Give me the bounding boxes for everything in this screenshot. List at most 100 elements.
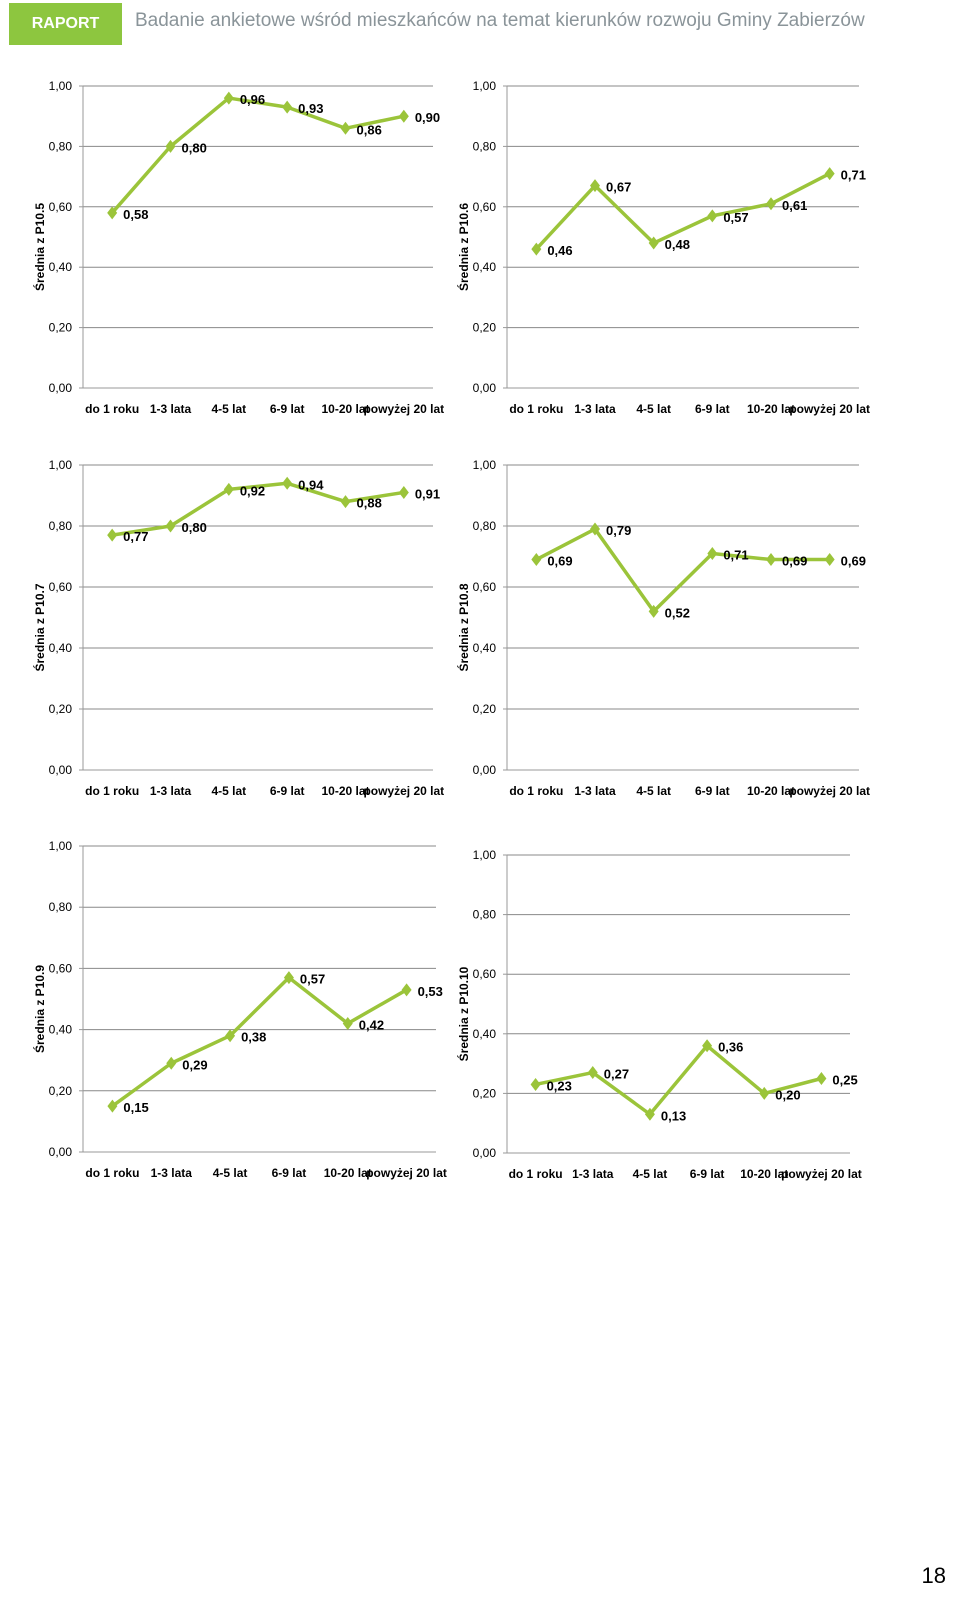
x-category-label: do 1 roku bbox=[85, 402, 139, 416]
y-tick-label: 0,80 bbox=[49, 519, 73, 533]
data-point bbox=[531, 242, 542, 256]
data-label: 0,94 bbox=[298, 477, 324, 492]
x-category-label: 10-20 lat bbox=[740, 1167, 788, 1181]
y-tick-label: 0,00 bbox=[473, 763, 497, 777]
y-tick-label: 1,00 bbox=[49, 458, 73, 472]
data-label: 0,38 bbox=[241, 1030, 266, 1045]
data-point bbox=[107, 1099, 118, 1113]
chart-svg: 0,00 0,20 0,40 0,60 0,80 1,00 do 1 roku 1-3 lat… bbox=[456, 79, 870, 416]
series-line bbox=[110, 96, 405, 214]
data-label: 0,77 bbox=[123, 529, 148, 544]
page-title: Badanie ankietowe wśród mieszkańców na t… bbox=[135, 10, 865, 31]
data-point bbox=[107, 206, 118, 220]
y-tick-label: 0,40 bbox=[49, 1023, 73, 1037]
y-tick-label: 0,20 bbox=[49, 702, 73, 716]
data-point bbox=[824, 167, 835, 181]
y-tick-label: 0,60 bbox=[473, 580, 497, 594]
x-category-label: powyżej 20 lat bbox=[363, 784, 444, 798]
x-category-label: powyżej 20 lat bbox=[363, 402, 444, 416]
data-label: 0,53 bbox=[418, 984, 443, 999]
y-tick-label: 1,00 bbox=[49, 79, 73, 93]
y-axis-title: Średnia z P10.8 bbox=[456, 583, 471, 671]
chart-svg: 0,00 0,20 0,40 0,60 0,80 1,00 do 1 roku 1-3 lat… bbox=[456, 458, 870, 798]
chart-p10-5: 0,00 0,20 0,40 0,60 0,80 1,00 do 1 roku 1-3 lat… bbox=[0, 70, 450, 435]
data-point bbox=[590, 179, 600, 193]
data-point bbox=[166, 1056, 177, 1070]
y-tick-label: 0,40 bbox=[49, 641, 73, 655]
x-category-label: 4-5 lat bbox=[636, 784, 671, 798]
chart-svg: 0,00 0,20 0,40 0,60 0,80 1,00 do 1 roku 1-3 lat… bbox=[456, 848, 862, 1181]
data-label: 0,69 bbox=[547, 554, 572, 569]
y-tick-label: 0,00 bbox=[49, 381, 73, 395]
data-point bbox=[282, 476, 293, 490]
y-tick-label: 0,40 bbox=[473, 1027, 497, 1041]
x-category-label: do 1 roku bbox=[85, 1166, 139, 1180]
x-category-label: 4-5 lat bbox=[636, 402, 671, 416]
data-point bbox=[342, 1016, 353, 1030]
x-category-label: 4-5 lat bbox=[211, 402, 246, 416]
x-category-label: 10-20 lat bbox=[324, 1166, 372, 1180]
page-number: 18 bbox=[921, 1563, 946, 1588]
x-category-label: 4-5 lat bbox=[213, 1166, 248, 1180]
data-point bbox=[283, 971, 294, 985]
y-axis-title: Średnia z P10.6 bbox=[456, 203, 471, 291]
x-category-label: do 1 roku bbox=[85, 784, 139, 798]
x-category-label: powyżej 20 lat bbox=[366, 1166, 447, 1180]
data-label: 0,61 bbox=[782, 198, 807, 213]
data-point bbox=[223, 482, 234, 496]
y-tick-label: 0,80 bbox=[49, 139, 73, 153]
y-tick-label: 0,80 bbox=[473, 908, 497, 922]
data-point bbox=[766, 553, 776, 567]
x-category-label: 4-5 lat bbox=[633, 1167, 668, 1181]
data-label: 0,91 bbox=[415, 486, 440, 501]
x-category-label: 4-5 lat bbox=[211, 784, 246, 798]
data-point bbox=[707, 209, 718, 223]
data-point bbox=[398, 109, 409, 123]
y-tick-label: 0,00 bbox=[49, 1145, 73, 1159]
data-label: 0,46 bbox=[547, 243, 572, 258]
x-category-label: 1-3 lata bbox=[574, 402, 616, 416]
data-label: 0,79 bbox=[606, 523, 631, 538]
y-axis-title: Średnia z P10.7 bbox=[32, 583, 47, 671]
y-tick-label: 0,80 bbox=[473, 519, 497, 533]
y-tick-label: 0,00 bbox=[473, 1146, 497, 1160]
data-label: 0,57 bbox=[300, 972, 325, 987]
data-point bbox=[531, 553, 542, 567]
x-category-label: 1-3 lata bbox=[151, 1166, 193, 1180]
series-line bbox=[535, 527, 830, 614]
data-point bbox=[107, 528, 118, 542]
y-tick-label: 0,60 bbox=[49, 580, 73, 594]
y-tick-label: 1,00 bbox=[49, 839, 73, 853]
y-tick-label: 0,20 bbox=[473, 1086, 497, 1100]
x-category-label: 10-20 lat bbox=[747, 784, 795, 798]
page-header: RAPORT Badanie ankietowe wśród mieszkańc… bbox=[0, 0, 960, 46]
data-point bbox=[816, 1072, 827, 1085]
data-label: 0,42 bbox=[359, 1017, 384, 1032]
y-tick-label: 0,40 bbox=[473, 641, 497, 655]
data-point bbox=[165, 139, 176, 153]
x-category-label: powyżej 20 lat bbox=[789, 402, 870, 416]
y-tick-label: 0,80 bbox=[473, 139, 497, 153]
x-category-label: 6-9 lat bbox=[270, 402, 305, 416]
series-line bbox=[535, 172, 831, 251]
data-label: 0,13 bbox=[661, 1108, 686, 1123]
data-label: 0,58 bbox=[123, 207, 148, 222]
data-label: 0,86 bbox=[357, 122, 382, 137]
data-point bbox=[223, 91, 234, 105]
x-category-label: 1-3 lata bbox=[572, 1167, 614, 1181]
y-tick-label: 0,20 bbox=[473, 321, 497, 335]
x-category-label: 6-9 lat bbox=[270, 784, 305, 798]
series-line bbox=[535, 1043, 822, 1117]
y-tick-label: 0,00 bbox=[473, 381, 497, 395]
data-label: 0,67 bbox=[606, 180, 631, 195]
data-label: 0,80 bbox=[182, 520, 207, 535]
y-tick-label: 0,60 bbox=[49, 961, 73, 975]
data-label: 0,88 bbox=[357, 496, 382, 511]
data-point bbox=[759, 1086, 770, 1100]
x-category-label: 1-3 lata bbox=[150, 402, 192, 416]
x-category-label: 6-9 lat bbox=[272, 1166, 307, 1180]
chart-svg: 0,00 0,20 0,40 0,60 0,80 1,00 do 1 roku 1-3 lat… bbox=[32, 458, 444, 798]
series-line bbox=[111, 481, 405, 537]
data-label: 0,23 bbox=[547, 1078, 572, 1093]
y-tick-label: 1,00 bbox=[473, 458, 497, 472]
